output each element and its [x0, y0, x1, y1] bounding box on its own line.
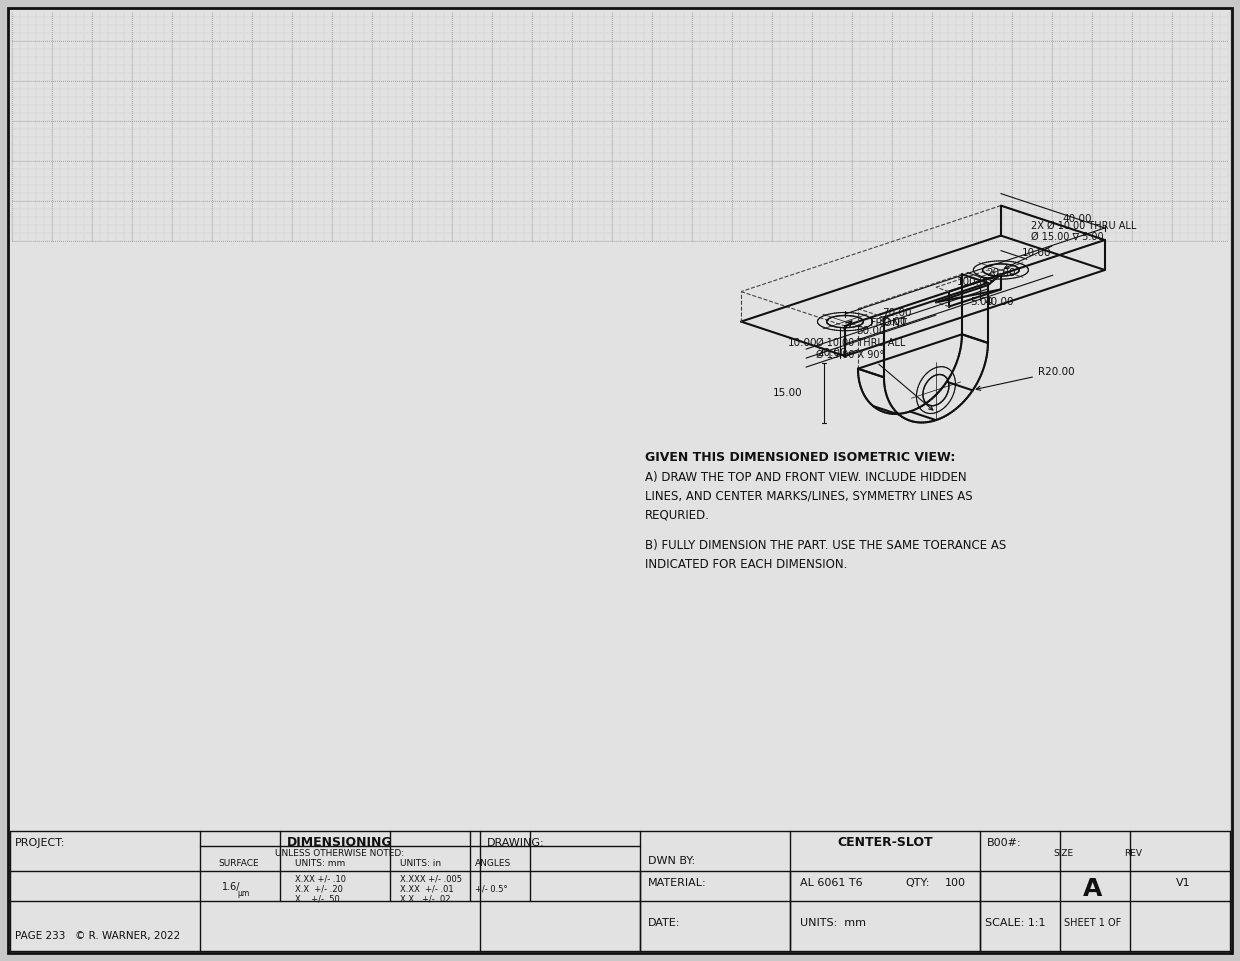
Text: AL 6061 T6: AL 6061 T6 — [800, 878, 863, 888]
Text: X.XX +/- .10: X.XX +/- .10 — [295, 875, 346, 883]
Text: 20.00: 20.00 — [986, 268, 1016, 278]
Text: UNITS:  mm: UNITS: mm — [800, 918, 866, 928]
Text: 100: 100 — [945, 878, 966, 888]
Text: GIVEN THIS DIMENSIONED ISOMETRIC VIEW:: GIVEN THIS DIMENSIONED ISOMETRIC VIEW: — [645, 451, 955, 464]
Text: UNITS: in: UNITS: in — [401, 859, 441, 869]
Text: SIZE: SIZE — [1053, 850, 1073, 858]
Text: X.XX  +/- .01: X.XX +/- .01 — [401, 884, 454, 894]
Text: SCALE: 1:1: SCALE: 1:1 — [985, 918, 1045, 928]
Text: MATERIAL:: MATERIAL: — [649, 878, 707, 888]
Text: REV: REV — [1123, 850, 1142, 858]
Text: 30.00: 30.00 — [877, 317, 906, 327]
Text: 1.6/: 1.6/ — [222, 882, 241, 892]
Text: DATE:: DATE: — [649, 918, 681, 928]
Text: X.XXX +/- .005: X.XXX +/- .005 — [401, 875, 463, 883]
Text: 70.00: 70.00 — [882, 308, 911, 318]
Text: DIMENSIONING: DIMENSIONING — [288, 836, 393, 850]
Text: 10.00: 10.00 — [789, 337, 818, 348]
Text: Ø 10.00 THRU ALL
Ø 15.00 X 90°: Ø 10.00 THRU ALL Ø 15.00 X 90° — [816, 338, 932, 410]
Text: μm: μm — [237, 890, 249, 899]
Text: SHEET 1 OF: SHEET 1 OF — [1064, 918, 1122, 928]
Text: UNITS: mm: UNITS: mm — [295, 859, 345, 869]
Text: PROJECT:: PROJECT: — [15, 838, 66, 848]
Text: DWN BY:: DWN BY: — [649, 856, 696, 866]
Polygon shape — [10, 10, 1230, 951]
Text: 100.00: 100.00 — [957, 277, 993, 287]
Text: A) DRAW THE TOP AND FRONT VIEW. INCLUDE HIDDEN
LINES, AND CENTER MARKS/LINES, SY: A) DRAW THE TOP AND FRONT VIEW. INCLUDE … — [645, 471, 972, 521]
Text: 10.00: 10.00 — [1022, 248, 1052, 258]
Text: R20.00: R20.00 — [976, 367, 1075, 390]
Text: QTY:: QTY: — [905, 878, 929, 888]
Text: V1: V1 — [1176, 878, 1190, 888]
Text: B) FULLY DIMENSION THE PART. USE THE SAME TOERANCE AS
INDICATED FOR EACH DIMENSI: B) FULLY DIMENSION THE PART. USE THE SAM… — [645, 539, 1006, 571]
Text: 2X Ø 10.00 THRU ALL
Ø 15.00 ∇ 5.00: 2X Ø 10.00 THRU ALL Ø 15.00 ∇ 5.00 — [1004, 220, 1136, 268]
Text: PAGE 233   © R. WARNER, 2022: PAGE 233 © R. WARNER, 2022 — [15, 931, 180, 941]
Text: X.X  +/- .20: X.X +/- .20 — [295, 884, 343, 894]
Text: FRONT: FRONT — [869, 318, 908, 328]
Text: ANGLES: ANGLES — [475, 859, 511, 869]
Text: 40.00: 40.00 — [985, 297, 1013, 308]
Text: B00#:: B00#: — [987, 838, 1022, 848]
Text: UNLESS OTHERWISE NOTED:: UNLESS OTHERWISE NOTED: — [275, 850, 404, 858]
Text: CENTER-SLOT: CENTER-SLOT — [837, 836, 932, 850]
Text: +/- 0.5°: +/- 0.5° — [475, 884, 507, 894]
Text: X.X   +/- .02: X.X +/- .02 — [401, 895, 450, 903]
Text: 40.00: 40.00 — [1063, 213, 1092, 224]
Text: 20.00: 20.00 — [817, 348, 847, 357]
Text: X    +/- .50: X +/- .50 — [295, 895, 340, 903]
Text: DRAWING:: DRAWING: — [487, 838, 544, 848]
Text: 15.00: 15.00 — [773, 388, 802, 398]
Text: SURFACE: SURFACE — [218, 859, 259, 869]
Text: A: A — [1084, 877, 1102, 901]
Text: 50.00: 50.00 — [857, 326, 885, 335]
Text: 5.00: 5.00 — [971, 297, 993, 308]
